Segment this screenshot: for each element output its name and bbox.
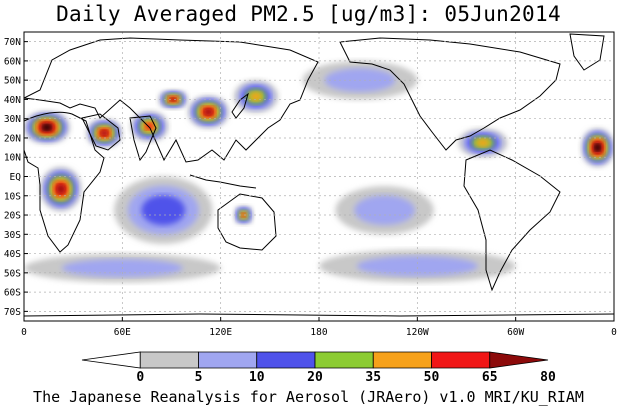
longitude-labels: 0 60E 120E 180 120W 60W 0 bbox=[21, 317, 617, 338]
colorbar-swatch bbox=[372, 351, 432, 369]
colorbar-label: 65 bbox=[482, 370, 498, 385]
field-plume-australia-level-6 bbox=[241, 212, 246, 218]
lon-label: 60W bbox=[507, 327, 524, 338]
lat-label: 40N bbox=[4, 95, 21, 106]
colorbar-label: 20 bbox=[307, 370, 323, 385]
lat-label: 30N bbox=[4, 114, 21, 125]
greenland-coastline bbox=[569, 33, 605, 71]
lon-label: 120E bbox=[209, 327, 232, 338]
colorbar-label: 80 bbox=[540, 370, 556, 385]
india-coastline bbox=[129, 115, 157, 162]
africa-coastline bbox=[24, 111, 105, 253]
lat-label: EQ bbox=[10, 172, 22, 183]
colorbar-label: 10 bbox=[249, 370, 265, 385]
lat-label: 20N bbox=[4, 133, 21, 144]
field-haze-indian-ocean bbox=[114, 176, 213, 244]
eurasia-coastline bbox=[24, 37, 319, 163]
lon-label: 180 bbox=[310, 327, 327, 338]
pm25-field-layer bbox=[24, 60, 614, 283]
arabia-coastline bbox=[81, 113, 121, 151]
japan-coastline bbox=[231, 92, 249, 119]
lat-label: 60N bbox=[4, 56, 21, 67]
field-plume-east-atlantic bbox=[581, 128, 614, 167]
field-plume-central-africa bbox=[40, 166, 82, 212]
field-plume-east-china bbox=[187, 95, 229, 129]
north-america-coastline bbox=[339, 37, 561, 151]
lon-label: 0 bbox=[21, 327, 27, 338]
lat-label: 10S bbox=[4, 191, 21, 202]
field-plume-arabia bbox=[86, 118, 123, 148]
lat-label: 50S bbox=[4, 268, 21, 279]
field-plume-east-atlantic-level-8 bbox=[594, 144, 601, 152]
map-title: Daily Averaged PM2.5 [ug/m3]: 05Jun2014 bbox=[56, 2, 561, 26]
colorbar-label: 50 bbox=[424, 370, 440, 385]
south-america-coastline bbox=[463, 149, 561, 292]
latitude-labels: 70N 60N 50N 40N 30N 20N 10N EQ 10S 20S 30S 40S 50S 60… bbox=[4, 37, 28, 318]
field-plume-central-africa-level-7 bbox=[56, 184, 66, 194]
lat-label: 50N bbox=[4, 76, 21, 87]
lat-label: 20S bbox=[4, 211, 21, 222]
antarctica-coastline bbox=[24, 313, 614, 317]
field-plume-west-africa bbox=[24, 110, 70, 144]
field-plume-caribbean-level-5 bbox=[475, 138, 490, 147]
field-plume-australia bbox=[233, 205, 254, 225]
colorbar: 0 5 10 20 35 50 65 80 bbox=[81, 351, 556, 385]
colorbar-label: 5 bbox=[195, 370, 203, 385]
lat-label: 70S bbox=[4, 307, 21, 318]
colorbar-swatch bbox=[314, 351, 374, 369]
map-footer-credit: The Japanese Reanalysis for Aerosol (JRA… bbox=[33, 388, 584, 406]
lat-label: 40S bbox=[4, 249, 21, 260]
colorbar-label: 35 bbox=[365, 370, 381, 385]
field-haze-indian-ocean-level-3 bbox=[141, 195, 186, 226]
colorbar-swatch bbox=[489, 351, 549, 369]
field-plume-arabia-level-7 bbox=[100, 130, 109, 137]
field-plume-west-africa-level-8 bbox=[42, 124, 52, 131]
field-plume-east-china-level-7 bbox=[204, 108, 213, 116]
colorbar-swatch bbox=[198, 351, 258, 369]
colorbar-swatch bbox=[81, 351, 141, 369]
lat-label: 60S bbox=[4, 288, 21, 299]
field-haze-south-pacific bbox=[335, 186, 434, 235]
lat-label: 30S bbox=[4, 230, 21, 241]
field-plume-japan-level-5 bbox=[249, 91, 263, 102]
lon-label: 0 bbox=[611, 327, 617, 338]
lon-label: 120W bbox=[406, 327, 429, 338]
colorbar-swatch bbox=[431, 351, 491, 369]
colorbar-label: 0 bbox=[136, 370, 144, 385]
lat-label: 10N bbox=[4, 153, 21, 164]
lon-label: 60E bbox=[114, 327, 131, 338]
field-plume-central-asia-level-7 bbox=[170, 97, 177, 102]
lat-label: 70N bbox=[4, 37, 21, 48]
field-plume-central-asia bbox=[158, 89, 188, 110]
field-haze-southern-ocean-2-level-2 bbox=[356, 256, 478, 277]
field-haze-southern-ocean-2 bbox=[319, 249, 516, 283]
field-haze-south-pacific-level-2 bbox=[354, 195, 415, 226]
field-plume-japan bbox=[233, 80, 279, 113]
colorbar-swatch bbox=[256, 351, 316, 369]
graticule bbox=[24, 32, 614, 321]
indonesia-coastline bbox=[189, 174, 257, 189]
colorbar-swatch bbox=[139, 351, 199, 369]
